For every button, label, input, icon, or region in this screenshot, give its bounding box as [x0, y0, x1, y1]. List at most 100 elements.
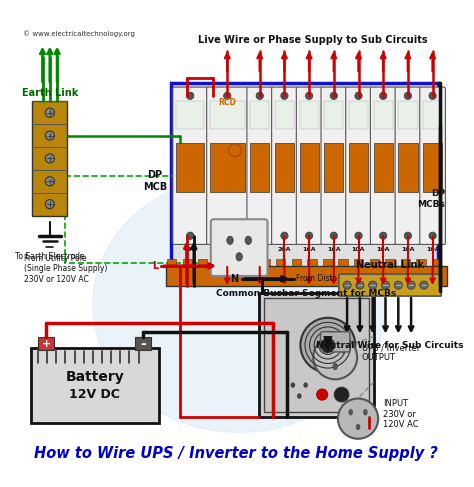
- FancyBboxPatch shape: [420, 87, 446, 244]
- Text: How to Wire UPS / Inverter to the Home Supply ?: How to Wire UPS / Inverter to the Home S…: [35, 446, 438, 461]
- Circle shape: [330, 92, 337, 99]
- Text: 10A: 10A: [426, 247, 439, 252]
- Bar: [292, 259, 301, 268]
- FancyBboxPatch shape: [321, 87, 346, 244]
- Bar: [349, 143, 368, 192]
- Bar: [31, 348, 159, 423]
- Circle shape: [355, 92, 362, 99]
- Bar: [324, 101, 344, 129]
- Text: L: L: [152, 261, 158, 271]
- Circle shape: [407, 281, 415, 289]
- Bar: [65, 176, 212, 263]
- Circle shape: [380, 92, 387, 99]
- FancyBboxPatch shape: [395, 87, 421, 244]
- Bar: [385, 259, 395, 268]
- Text: DP
MCBs: DP MCBs: [417, 189, 445, 209]
- FancyBboxPatch shape: [211, 219, 267, 276]
- Bar: [370, 259, 379, 268]
- FancyBboxPatch shape: [296, 87, 322, 244]
- Bar: [275, 101, 294, 129]
- Bar: [300, 101, 319, 129]
- Bar: [354, 259, 364, 268]
- Bar: [374, 101, 393, 129]
- Ellipse shape: [332, 363, 338, 370]
- FancyBboxPatch shape: [370, 87, 396, 244]
- Ellipse shape: [341, 346, 346, 354]
- Bar: [323, 259, 332, 268]
- Circle shape: [338, 398, 378, 439]
- Circle shape: [355, 232, 362, 240]
- FancyBboxPatch shape: [173, 87, 208, 244]
- Text: © www.electricaltechnology.org: © www.electricaltechnology.org: [23, 30, 135, 37]
- Bar: [250, 143, 269, 192]
- Circle shape: [420, 281, 428, 289]
- Text: UPS / Inverter
OUTPUT: UPS / Inverter OUTPUT: [362, 343, 420, 362]
- Ellipse shape: [227, 236, 233, 244]
- Circle shape: [45, 177, 55, 186]
- Circle shape: [320, 338, 335, 353]
- Bar: [167, 259, 176, 268]
- Circle shape: [429, 232, 436, 240]
- Circle shape: [224, 232, 231, 240]
- Bar: [210, 143, 245, 192]
- FancyBboxPatch shape: [272, 87, 297, 244]
- Bar: [401, 259, 410, 268]
- Circle shape: [317, 389, 328, 400]
- Bar: [210, 101, 245, 129]
- Circle shape: [382, 281, 390, 289]
- Text: Neutral Wire for Sub Circuits: Neutral Wire for Sub Circuits: [316, 341, 464, 350]
- Bar: [261, 259, 270, 268]
- Bar: [245, 259, 254, 268]
- FancyBboxPatch shape: [339, 274, 441, 296]
- Text: Battery: Battery: [65, 370, 124, 384]
- Ellipse shape: [236, 253, 242, 261]
- Bar: [250, 101, 269, 129]
- FancyBboxPatch shape: [346, 87, 371, 244]
- Polygon shape: [323, 336, 332, 353]
- Circle shape: [369, 281, 377, 289]
- Circle shape: [356, 281, 364, 289]
- Circle shape: [45, 131, 55, 140]
- Bar: [176, 143, 204, 192]
- Ellipse shape: [245, 236, 252, 244]
- Circle shape: [404, 92, 411, 99]
- Bar: [324, 143, 344, 192]
- Circle shape: [301, 318, 356, 373]
- Circle shape: [45, 154, 55, 163]
- Bar: [300, 143, 319, 192]
- Circle shape: [394, 281, 402, 289]
- Circle shape: [305, 92, 313, 99]
- FancyBboxPatch shape: [247, 87, 273, 244]
- Bar: [307, 259, 317, 268]
- Text: 10A: 10A: [376, 247, 390, 252]
- Circle shape: [187, 232, 194, 240]
- Text: From Utility Pole
(Single Phase Supply)
230V or 120V AC: From Utility Pole (Single Phase Supply) …: [24, 254, 108, 284]
- Bar: [423, 101, 442, 129]
- Text: 12V DC: 12V DC: [69, 388, 120, 401]
- Bar: [275, 143, 294, 192]
- Text: From Distr: From Distr: [296, 274, 336, 283]
- Bar: [171, 83, 438, 270]
- Bar: [198, 259, 208, 268]
- Circle shape: [45, 200, 55, 209]
- Bar: [432, 259, 441, 268]
- Ellipse shape: [291, 382, 295, 388]
- Text: 63A: 63A: [183, 247, 197, 252]
- Text: Earth Link: Earth Link: [22, 88, 78, 97]
- Circle shape: [334, 387, 349, 402]
- Circle shape: [313, 336, 357, 379]
- Bar: [338, 259, 348, 268]
- Text: Common Busbar Segment for MCBs: Common Busbar Segment for MCBs: [216, 289, 397, 298]
- Circle shape: [45, 108, 55, 117]
- FancyBboxPatch shape: [32, 101, 67, 216]
- Circle shape: [281, 232, 288, 240]
- Bar: [398, 143, 418, 192]
- Circle shape: [224, 92, 231, 99]
- Bar: [374, 143, 393, 192]
- FancyBboxPatch shape: [207, 87, 248, 244]
- Bar: [182, 259, 192, 268]
- Circle shape: [305, 232, 313, 240]
- Circle shape: [343, 281, 351, 289]
- Circle shape: [330, 232, 337, 240]
- Text: -: -: [140, 337, 146, 351]
